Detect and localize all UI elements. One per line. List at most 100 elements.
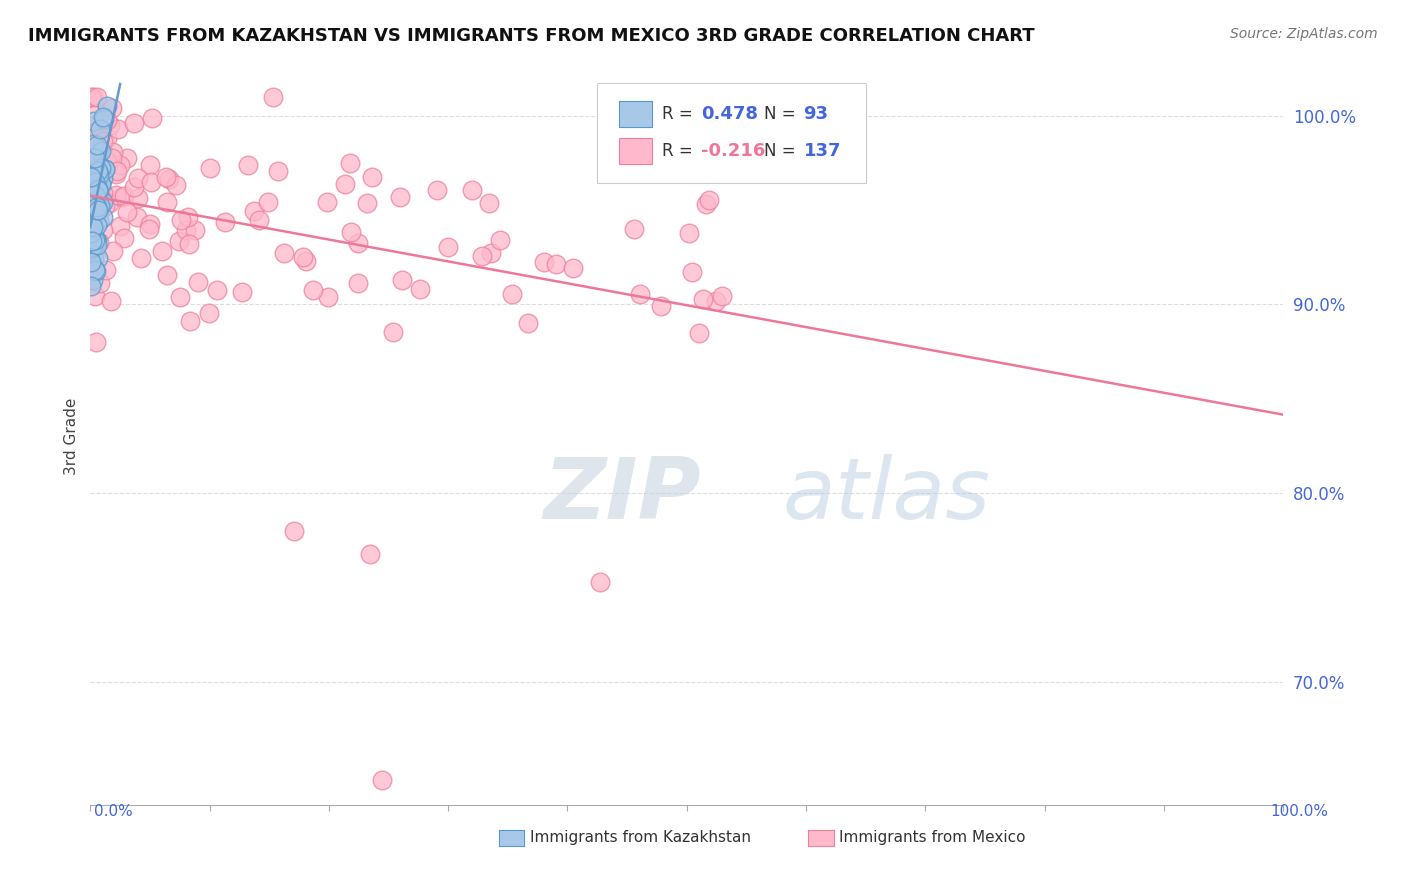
Point (544, 257, 567, 271)
Point (89, 177, 111, 191)
Point (91, 123, 114, 137)
Point (82, 150, 104, 164)
Point (96, 99, 118, 113)
Text: 100.0%: 100.0% (1271, 805, 1329, 819)
Point (84, 289, 107, 303)
Point (127, 210, 149, 224)
Point (89, 122, 111, 136)
Point (80, 202, 103, 216)
Text: Immigrants from Kazakhstan: Immigrants from Kazakhstan (530, 830, 751, 845)
Point (86, 200, 108, 214)
Point (665, 134, 688, 148)
Point (347, 276, 370, 290)
Text: Immigrants from Mexico: Immigrants from Mexico (839, 830, 1026, 845)
Point (316, 195, 339, 210)
Point (489, 233, 512, 247)
Point (80, 254, 103, 268)
Point (141, 111, 163, 125)
Point (82, 235, 104, 250)
Point (80, 179, 103, 194)
Point (79, 90, 101, 104)
Point (359, 547, 381, 561)
Point (84, 263, 107, 277)
Point (169, 234, 191, 248)
Point (262, 90, 284, 104)
FancyBboxPatch shape (619, 137, 652, 164)
Point (87, 172, 110, 186)
Point (86, 90, 108, 104)
Point (84, 150, 107, 164)
Point (205, 283, 228, 297)
Point (83, 188, 105, 202)
Point (90, 145, 112, 159)
Text: N =: N = (765, 142, 796, 160)
Point (105, 167, 128, 181)
Point (83, 252, 105, 266)
Point (165, 178, 187, 192)
Point (83, 195, 105, 210)
Point (169, 290, 191, 304)
Text: 137: 137 (804, 142, 841, 160)
Point (84, 233, 107, 247)
Point (89, 199, 111, 213)
Point (87, 182, 110, 196)
Point (231, 285, 253, 299)
Text: atlas: atlas (782, 454, 990, 537)
Point (80, 180, 103, 194)
Point (93, 170, 115, 185)
Point (79, 226, 101, 240)
Point (267, 163, 290, 178)
Point (115, 205, 138, 219)
Point (84, 187, 107, 202)
Point (156, 194, 179, 209)
Point (628, 287, 651, 301)
Point (79, 169, 101, 184)
Point (89, 203, 111, 218)
Point (80, 212, 103, 227)
Point (83, 224, 105, 238)
Point (91, 223, 114, 237)
Point (79, 170, 101, 185)
FancyBboxPatch shape (598, 83, 866, 183)
Point (236, 158, 259, 172)
Point (381, 325, 404, 339)
Point (83, 130, 105, 145)
Point (82, 195, 104, 210)
FancyBboxPatch shape (619, 101, 652, 128)
Point (94, 199, 117, 213)
Point (101, 145, 124, 159)
Point (84, 183, 107, 197)
Point (695, 197, 717, 211)
Point (243, 204, 266, 219)
Text: IMMIGRANTS FROM KAZAKHSTAN VS IMMIGRANTS FROM MEXICO 3RD GRADE CORRELATION CHART: IMMIGRANTS FROM KAZAKHSTAN VS IMMIGRANTS… (28, 27, 1035, 45)
Point (90, 161, 112, 175)
Point (356, 196, 378, 211)
Point (93, 147, 115, 161)
Point (623, 222, 645, 236)
Point (80, 220, 103, 235)
Point (90, 192, 112, 206)
Point (127, 170, 149, 185)
Point (198, 305, 221, 319)
Point (91, 195, 114, 210)
Point (139, 158, 162, 172)
Point (112, 231, 135, 245)
Point (84, 175, 107, 189)
Point (187, 275, 209, 289)
Point (84, 200, 107, 214)
Point (138, 222, 160, 236)
Point (91, 110, 114, 124)
Point (294, 254, 316, 268)
Point (155, 169, 177, 184)
Point (83, 197, 105, 211)
Point (80, 254, 103, 268)
Point (79, 242, 101, 256)
Point (283, 524, 305, 538)
Point (98, 118, 121, 132)
Point (86, 198, 108, 212)
Point (83, 174, 105, 188)
Point (177, 211, 200, 225)
Point (79, 247, 101, 261)
Point (91, 134, 114, 148)
Point (101, 244, 124, 258)
